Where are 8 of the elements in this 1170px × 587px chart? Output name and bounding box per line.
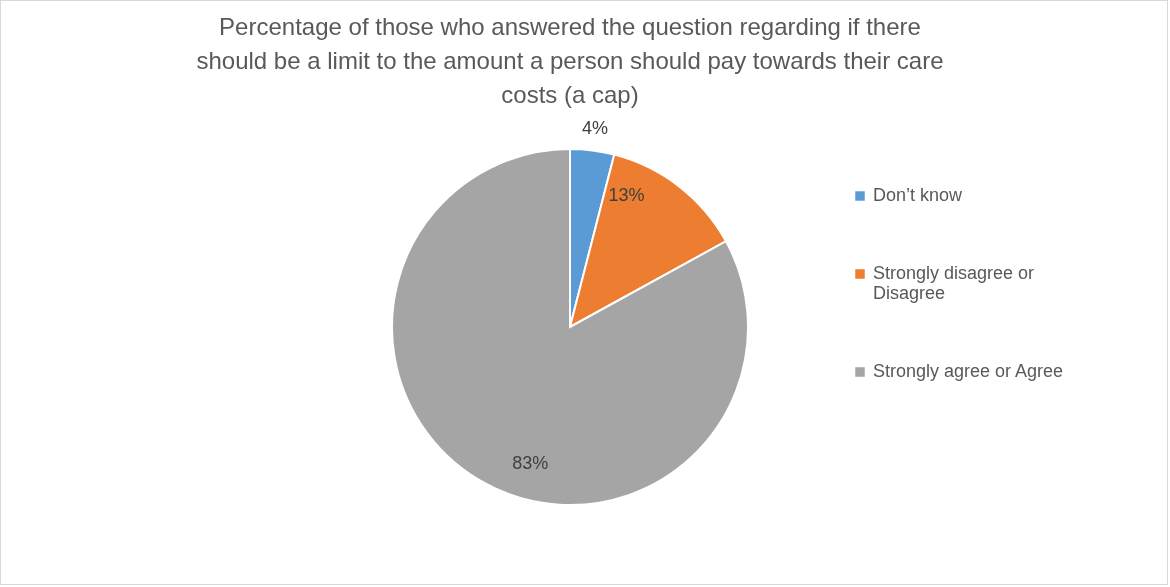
data-label: 13%: [608, 185, 645, 206]
chart-title: Percentage of those who answered the question regarding if there should be a limit to the amount a person should pay towards their care costs (a cap): [196, 12, 944, 108]
pie-slice: [391, 148, 749, 506]
data-label: 4%: [582, 117, 609, 138]
legend-label: Strongly agree or Agree: [873, 361, 1064, 381]
data-label: 83%: [512, 452, 549, 473]
legend-label: Strongly disagree or Disagree: [873, 263, 1035, 303]
legend-label: Don’t know: [873, 185, 964, 205]
